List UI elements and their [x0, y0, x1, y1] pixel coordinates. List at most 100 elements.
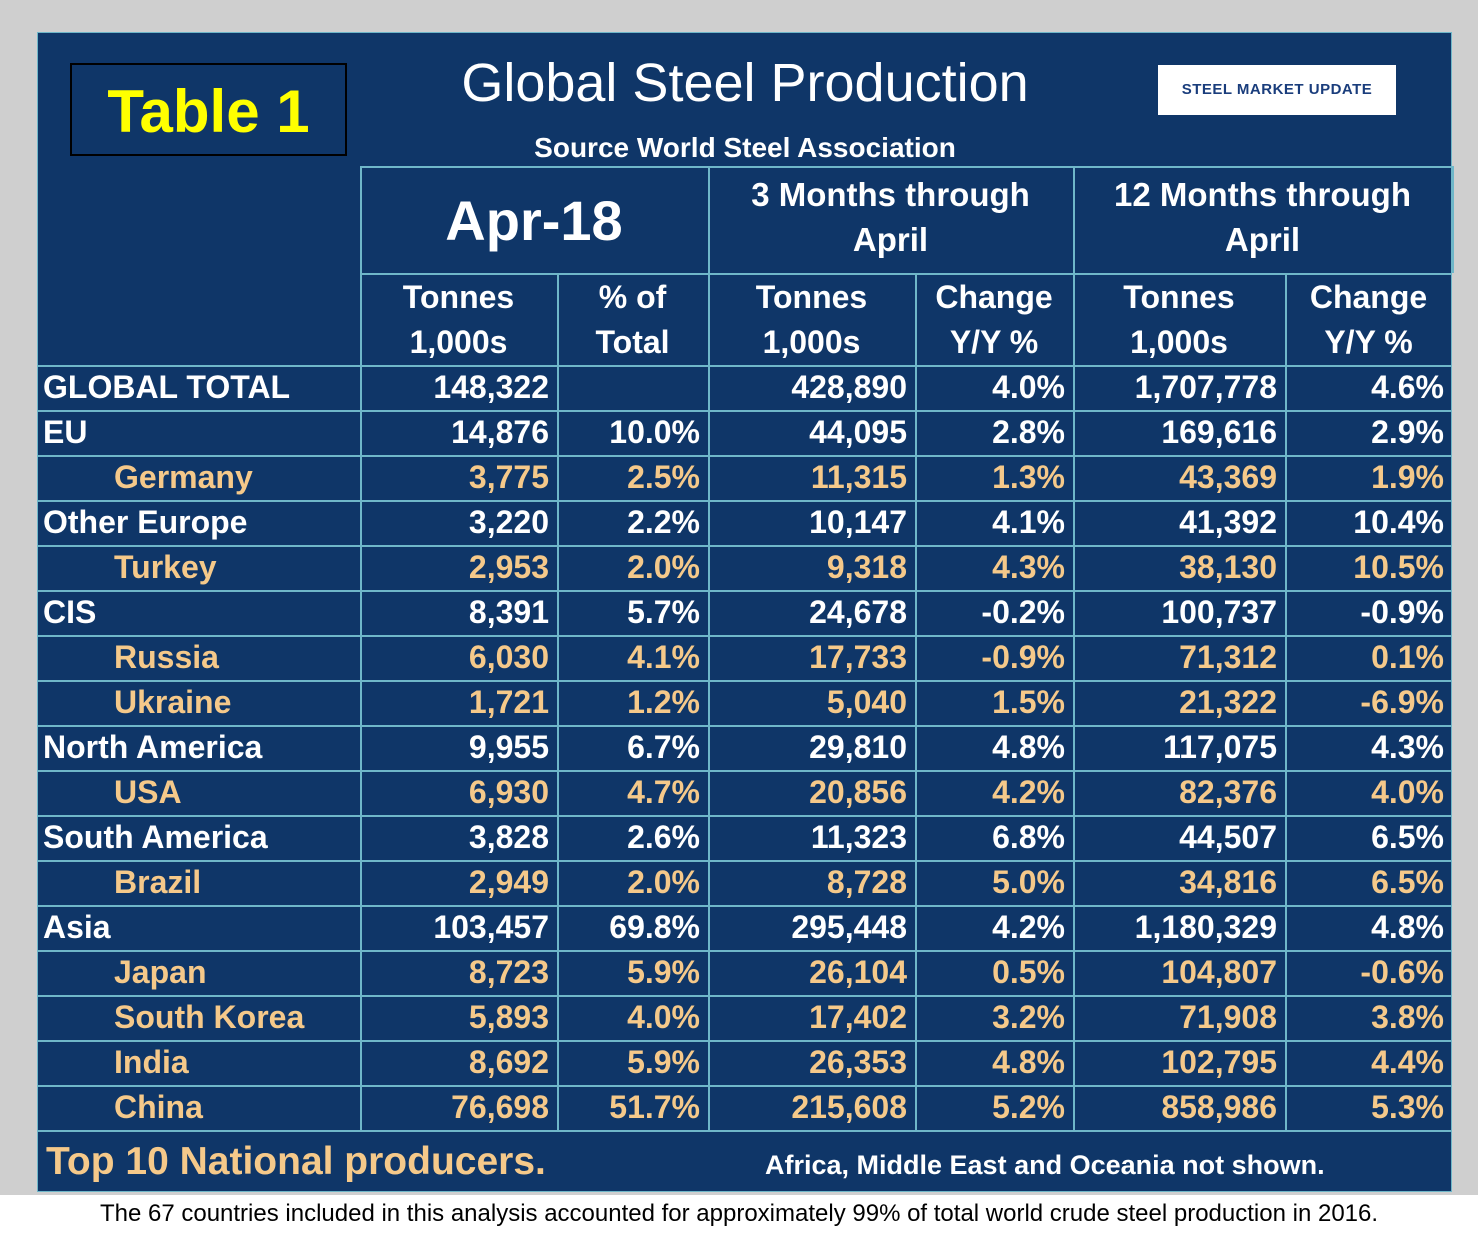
rule: [37, 1085, 1452, 1087]
column-header: % of: [598, 279, 667, 315]
cell: 26,353: [809, 1044, 907, 1080]
cell: 169,616: [1161, 414, 1277, 450]
row-label: India: [114, 1044, 189, 1080]
cell: 4.0%: [1371, 774, 1444, 810]
row-label: Turkey: [114, 549, 217, 585]
rule: [37, 995, 1452, 997]
column-header: Tonnes: [1123, 279, 1235, 315]
cell: 0.1%: [1371, 639, 1444, 675]
rule: [37, 1130, 1452, 1132]
cell: 2.9%: [1371, 414, 1444, 450]
cell: 9,318: [826, 549, 907, 585]
cell: 1.9%: [1371, 459, 1444, 495]
row-label: USA: [114, 774, 182, 810]
cell: 1,707,778: [1134, 369, 1277, 405]
cell: 17,733: [809, 639, 907, 675]
cell: 3.8%: [1371, 999, 1444, 1035]
row-label: CIS: [43, 594, 97, 630]
rule: [708, 166, 710, 273]
note-strip: [0, 1195, 1478, 1237]
row-label: Ukraine: [114, 684, 232, 720]
rule: [360, 166, 362, 273]
cell: 100,737: [1161, 594, 1277, 630]
cell: 24,678: [809, 594, 907, 630]
cell: -0.2%: [981, 594, 1065, 630]
rule: [557, 273, 559, 1130]
cell: 5.7%: [627, 594, 700, 630]
cell: 148,322: [433, 369, 549, 405]
cell: 428,890: [791, 369, 907, 405]
cell: 6.8%: [992, 819, 1065, 855]
logo: STEEL MARKET UPDATE: [1158, 65, 1396, 115]
row-label: North America: [43, 729, 263, 765]
rule: [37, 455, 1452, 457]
cell: 2.6%: [627, 819, 700, 855]
rule: [37, 1040, 1452, 1042]
rule: [1073, 273, 1075, 1130]
group-header: 3 Months through: [751, 176, 1030, 213]
subtitle: Source World Steel Association: [534, 132, 956, 163]
column-header: 1,000s: [409, 324, 508, 360]
cell: 82,376: [1179, 774, 1277, 810]
cell: 71,908: [1179, 999, 1277, 1035]
cell: 10,147: [809, 504, 907, 540]
row-label: Japan: [114, 954, 207, 990]
cell: 3,828: [468, 819, 549, 855]
cell: 10.5%: [1353, 549, 1444, 585]
row-label: GLOBAL TOTAL: [43, 369, 291, 405]
cell: 2.8%: [992, 414, 1065, 450]
rule: [915, 273, 917, 1130]
badge-box: Table 1: [70, 63, 347, 156]
group-header: 12 Months through: [1114, 176, 1411, 213]
group-header: Apr-18: [445, 189, 623, 252]
rule: [37, 410, 1452, 412]
cell: 1,180,329: [1134, 909, 1277, 945]
footnote: The 67 countries included in this analys…: [99, 1200, 1379, 1227]
cell: 4.8%: [992, 1044, 1065, 1080]
cell: 21,322: [1179, 684, 1277, 720]
cell: 5,893: [468, 999, 549, 1035]
rule: [37, 950, 1452, 952]
cell: 6.5%: [1371, 864, 1444, 900]
cell: 3,775: [468, 459, 549, 495]
cell: 76,698: [451, 1089, 549, 1125]
column-header: 1,000s: [762, 324, 861, 360]
cell: 103,457: [433, 909, 549, 945]
cell: -0.9%: [1360, 594, 1444, 630]
rule: [708, 273, 710, 1130]
cell: 215,608: [791, 1089, 907, 1125]
column-header: Y/Y %: [1324, 324, 1413, 360]
cell: 5.2%: [992, 1089, 1065, 1125]
cell: 2,949: [468, 864, 549, 900]
cell: 2.2%: [627, 504, 700, 540]
column-header: Total: [595, 324, 670, 360]
cell: 1.5%: [992, 684, 1065, 720]
cell: 4.8%: [992, 729, 1065, 765]
cell: 1.2%: [627, 684, 700, 720]
cell: 4.0%: [992, 369, 1065, 405]
cell: 5.0%: [992, 864, 1065, 900]
rule: [360, 166, 1452, 168]
cell: 26,104: [809, 954, 907, 990]
cell: 14,876: [451, 414, 549, 450]
cell: 0.5%: [992, 954, 1065, 990]
column-header: Y/Y %: [949, 324, 1039, 360]
cell: 44,095: [809, 414, 907, 450]
cell: 4.2%: [992, 774, 1065, 810]
row-label: South America: [43, 819, 268, 855]
footer-left: Top 10 National producers.: [46, 1140, 546, 1183]
cell: 51.7%: [609, 1089, 700, 1125]
cell: 4.8%: [1371, 909, 1444, 945]
cell: 41,392: [1179, 504, 1277, 540]
cell: 102,795: [1161, 1044, 1277, 1080]
row-label: EU: [43, 414, 88, 450]
cell: -0.9%: [981, 639, 1065, 675]
column-header: Tonnes: [755, 279, 868, 315]
cell: 4.0%: [627, 999, 700, 1035]
row-label: China: [114, 1089, 203, 1125]
rule: [37, 590, 1452, 592]
cell: 6,030: [468, 639, 549, 675]
row-label: Other Europe: [43, 504, 248, 540]
badge: Table 1: [107, 78, 310, 145]
